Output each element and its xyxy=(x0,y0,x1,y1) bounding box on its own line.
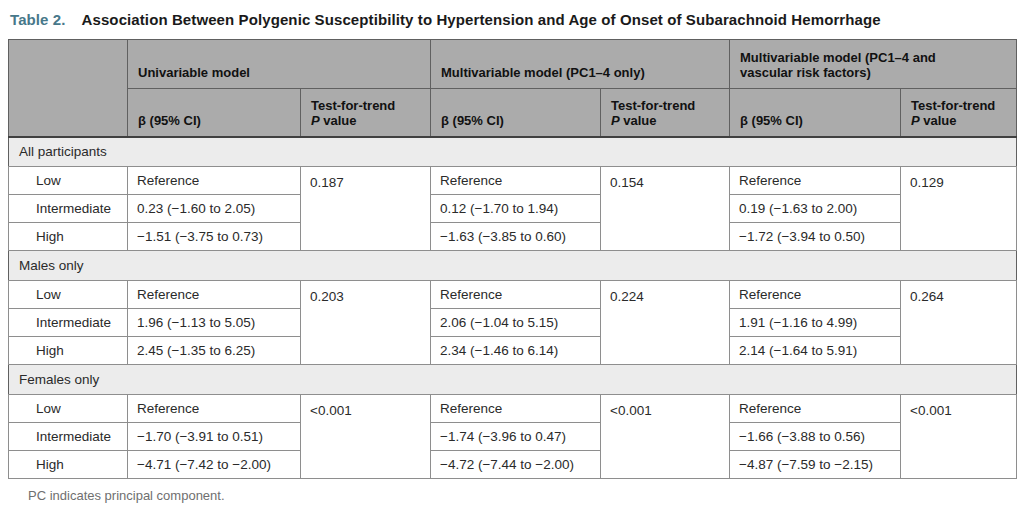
table-row-males-low: Low Reference 0.203 Reference 0.224 Refe… xyxy=(9,281,1017,309)
table-title: Table 2. Association Between Polygenic Su… xyxy=(10,11,1016,28)
beta-ci-header-2: β (95% CI) xyxy=(431,89,601,137)
row-label: High xyxy=(9,451,128,479)
beta-cell: −1.70 (−3.91 to 0.51) xyxy=(128,423,301,451)
row-label: Low xyxy=(9,395,128,423)
row-label: High xyxy=(9,223,128,251)
section-label: Females only xyxy=(9,365,1017,395)
table-row-males-intermediate: Intermediate 1.96 (−1.13 to 5.05) 2.06 (… xyxy=(9,309,1017,337)
row-label: Intermediate xyxy=(9,423,128,451)
section-row-females-only: Females only xyxy=(9,365,1017,395)
beta-cell: −1.74 (−3.96 to 0.47) xyxy=(431,423,601,451)
beta-cell: Reference xyxy=(128,281,301,309)
beta-cell: −1.66 (−3.88 to 0.56) xyxy=(730,423,901,451)
beta-cell: 2.34 (−1.46 to 6.14) xyxy=(431,337,601,365)
value-label: value xyxy=(620,113,657,128)
beta-cell: 2.45 (−1.35 to 6.25) xyxy=(128,337,301,365)
value-label: value xyxy=(920,113,957,128)
p-value-cell: 0.264 xyxy=(901,281,1017,365)
beta-cell: −1.72 (−3.94 to 0.50) xyxy=(730,223,901,251)
beta-cell: Reference xyxy=(128,167,301,195)
p-value-header-1: Test-for-trendP value xyxy=(301,89,431,137)
row-label: Low xyxy=(9,281,128,309)
beta-cell: 2.06 (−1.04 to 5.15) xyxy=(431,309,601,337)
table-row-females-high: High −4.71 (−7.42 to −2.00) −4.72 (−7.44… xyxy=(9,451,1017,479)
model-header-row: Univariable model Multivariable model (P… xyxy=(9,40,1017,89)
value-label: value xyxy=(320,113,357,128)
p-italic: P xyxy=(911,113,920,128)
beta-cell: 1.96 (−1.13 to 5.05) xyxy=(128,309,301,337)
p-italic: P xyxy=(611,113,620,128)
model-header-multivariable-pc: Multivariable model (PC1–4 only) xyxy=(431,40,730,89)
beta-cell: Reference xyxy=(431,281,601,309)
p-value-cell: <0.001 xyxy=(301,395,431,479)
row-label: Intermediate xyxy=(9,195,128,223)
table-title-text: Association Between Polygenic Susceptibi… xyxy=(82,11,881,28)
beta-cell: −4.87 (−7.59 to −2.15) xyxy=(730,451,901,479)
table-row-all-low: Low Reference 0.187 Reference 0.154 Refe… xyxy=(9,167,1017,195)
model-header-univariable: Univariable model xyxy=(128,40,431,89)
section-row-males-only: Males only xyxy=(9,251,1017,281)
table-row-all-intermediate: Intermediate 0.23 (−1.60 to 2.05) 0.12 (… xyxy=(9,195,1017,223)
p-value-cell: 0.154 xyxy=(601,167,730,251)
beta-cell: −4.72 (−7.44 to −2.00) xyxy=(431,451,601,479)
beta-ci-header-3: β (95% CI) xyxy=(730,89,901,137)
p-value-cell: <0.001 xyxy=(601,395,730,479)
table-number-label: Table 2. xyxy=(10,11,66,28)
table-row-males-high: High 2.45 (−1.35 to 6.25) 2.34 (−1.46 to… xyxy=(9,337,1017,365)
beta-cell: Reference xyxy=(431,167,601,195)
row-label: High xyxy=(9,337,128,365)
trend-label: Test-for-trend xyxy=(611,98,695,113)
section-label: All participants xyxy=(9,137,1017,167)
beta-cell: 1.91 (−1.16 to 4.99) xyxy=(730,309,901,337)
results-table: Univariable model Multivariable model (P… xyxy=(8,39,1017,479)
p-value-header-3: Test-for-trendP value xyxy=(901,89,1017,137)
p-value-cell: <0.001 xyxy=(901,395,1017,479)
page: Table 2. Association Between Polygenic Su… xyxy=(0,0,1024,519)
table-footnote: PC indicates principal component. xyxy=(28,488,1024,503)
beta-cell: Reference xyxy=(431,395,601,423)
p-value-cell: 0.187 xyxy=(301,167,431,251)
model-header-multivariable-full: Multivariable model (PC1–4 and vascular … xyxy=(730,40,1017,89)
trend-label: Test-for-trend xyxy=(311,98,395,113)
beta-cell: Reference xyxy=(730,281,901,309)
p-italic: P xyxy=(311,113,320,128)
beta-cell: −4.71 (−7.42 to −2.00) xyxy=(128,451,301,479)
beta-cell: 2.14 (−1.64 to 5.91) xyxy=(730,337,901,365)
beta-cell: Reference xyxy=(730,167,901,195)
corner-cell xyxy=(9,40,128,137)
row-label: Low xyxy=(9,167,128,195)
section-label: Males only xyxy=(9,251,1017,281)
row-label: Intermediate xyxy=(9,309,128,337)
beta-cell: 0.23 (−1.60 to 2.05) xyxy=(128,195,301,223)
trend-label: Test-for-trend xyxy=(911,98,995,113)
beta-ci-header-1: β (95% CI) xyxy=(128,89,301,137)
beta-cell: 0.19 (−1.63 to 2.00) xyxy=(730,195,901,223)
table-row-females-intermediate: Intermediate −1.70 (−3.91 to 0.51) −1.74… xyxy=(9,423,1017,451)
beta-cell: 0.12 (−1.70 to 1.94) xyxy=(431,195,601,223)
p-value-header-2: Test-for-trendP value xyxy=(601,89,730,137)
p-value-cell: 0.203 xyxy=(301,281,431,365)
table-row-females-low: Low Reference <0.001 Reference <0.001 Re… xyxy=(9,395,1017,423)
beta-cell: Reference xyxy=(128,395,301,423)
beta-cell: −1.63 (−3.85 to 0.60) xyxy=(431,223,601,251)
section-row-all-participants: All participants xyxy=(9,137,1017,167)
model-header-multivariable-full-text: Multivariable model (PC1–4 and vascular … xyxy=(740,50,964,80)
sub-header-row: β (95% CI) Test-for-trendP value β (95% … xyxy=(9,89,1017,137)
p-value-cell: 0.224 xyxy=(601,281,730,365)
table-header: Univariable model Multivariable model (P… xyxy=(9,40,1017,137)
p-value-cell: 0.129 xyxy=(901,167,1017,251)
beta-cell: Reference xyxy=(730,395,901,423)
table-row-all-high: High −1.51 (−3.75 to 0.73) −1.63 (−3.85 … xyxy=(9,223,1017,251)
beta-cell: −1.51 (−3.75 to 0.73) xyxy=(128,223,301,251)
table-body: All participants Low Reference 0.187 Ref… xyxy=(9,137,1017,479)
